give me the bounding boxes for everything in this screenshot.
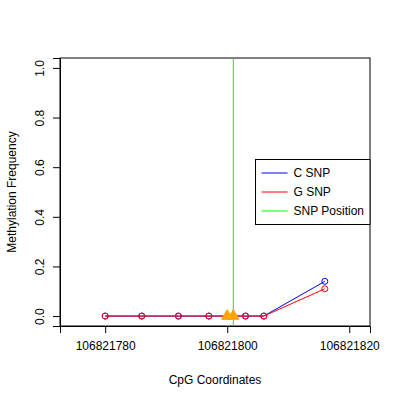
series-point bbox=[102, 313, 108, 319]
legend-box bbox=[256, 160, 370, 225]
snp-marker bbox=[228, 310, 239, 320]
series-point bbox=[261, 313, 267, 319]
y-tick-mark bbox=[53, 118, 60, 119]
legend-label: G SNP bbox=[294, 185, 331, 199]
y-tick-mark bbox=[53, 316, 60, 317]
y-tick-label: 0.4 bbox=[33, 209, 47, 226]
series-line bbox=[105, 281, 325, 316]
x-axis-title: CpG Coordinates bbox=[169, 373, 262, 387]
x-axis-line bbox=[61, 327, 371, 334]
snp-position-line bbox=[233, 58, 234, 326]
series-point bbox=[322, 278, 328, 284]
y-tick-mark bbox=[53, 68, 60, 69]
series-point bbox=[139, 313, 145, 319]
legend-label: C SNP bbox=[294, 166, 331, 180]
y-axis: 0.0 0.2 0.4 0.6 0.8 1.0 bbox=[33, 59, 61, 327]
legend-swatch bbox=[262, 192, 288, 193]
x-tick: 106821780 bbox=[76, 326, 136, 353]
y-axis-title: Methylation Frequency bbox=[5, 131, 19, 252]
x-tick-mark bbox=[105, 326, 106, 333]
x-tick: 106821820 bbox=[320, 326, 380, 353]
y-tick-label: 0.8 bbox=[33, 109, 47, 126]
plot-frame bbox=[60, 58, 370, 326]
y-tick: 1.0 bbox=[33, 60, 60, 77]
y-tick-mark bbox=[53, 266, 60, 267]
y-tick: 0.2 bbox=[33, 258, 60, 275]
y-tick-label: 0.2 bbox=[33, 258, 47, 275]
y-axis-line bbox=[53, 59, 61, 327]
y-tick: 0.0 bbox=[33, 308, 60, 325]
series-line bbox=[105, 289, 325, 316]
y-tick: 0.4 bbox=[33, 209, 60, 226]
y-tick-label: 0.6 bbox=[33, 159, 47, 176]
series-point bbox=[322, 286, 328, 292]
x-tick-label: 106821820 bbox=[320, 339, 380, 353]
series-point bbox=[206, 313, 212, 319]
y-tick-label: 0.0 bbox=[33, 308, 47, 325]
series-point bbox=[243, 313, 249, 319]
legend-swatch bbox=[262, 173, 288, 174]
y-tick-label: 1.0 bbox=[33, 60, 47, 77]
y-tick-mark bbox=[53, 167, 60, 168]
x-tick-label: 106821800 bbox=[198, 339, 258, 353]
x-tick-label: 106821780 bbox=[76, 339, 136, 353]
legend-swatch bbox=[262, 211, 288, 212]
y-tick-mark bbox=[53, 217, 60, 218]
chart: 1068217801068218001068218200.00.20.40.60… bbox=[0, 0, 400, 400]
legend-label: SNP Position bbox=[294, 204, 364, 218]
x-tick-mark bbox=[227, 326, 228, 333]
series-point bbox=[175, 313, 181, 319]
y-tick: 0.8 bbox=[33, 109, 60, 126]
x-tick: 106821800 bbox=[198, 326, 258, 353]
x-axis: 106821780 106821800 106821820 bbox=[61, 326, 381, 353]
y-tick: 0.6 bbox=[33, 159, 60, 176]
legend: C SNP G SNP SNP Position bbox=[256, 160, 370, 225]
x-tick-mark bbox=[349, 326, 350, 333]
